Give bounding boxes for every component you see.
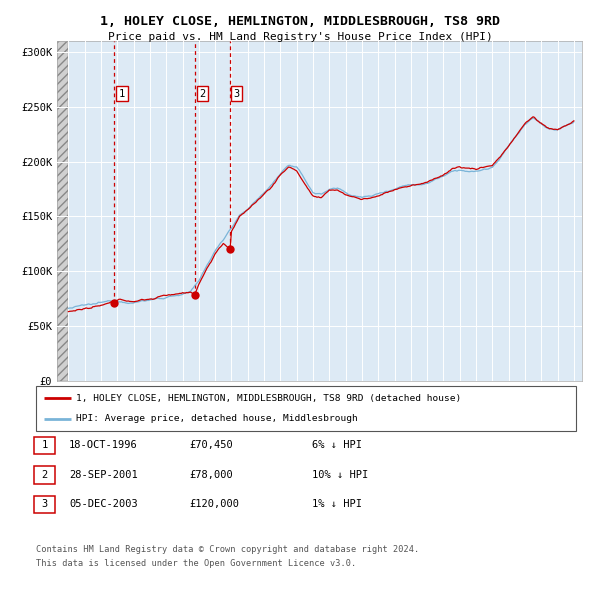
FancyBboxPatch shape xyxy=(34,496,55,513)
Text: 1: 1 xyxy=(119,89,125,99)
Text: £78,000: £78,000 xyxy=(189,470,233,480)
Text: Contains HM Land Registry data © Crown copyright and database right 2024.: Contains HM Land Registry data © Crown c… xyxy=(36,545,419,555)
Bar xyxy=(57,41,68,381)
Text: HPI: Average price, detached house, Middlesbrough: HPI: Average price, detached house, Midd… xyxy=(77,414,358,423)
Text: Price paid vs. HM Land Registry's House Price Index (HPI): Price paid vs. HM Land Registry's House … xyxy=(107,32,493,42)
Text: 18-OCT-1996: 18-OCT-1996 xyxy=(69,441,138,450)
Text: 1, HOLEY CLOSE, HEMLINGTON, MIDDLESBROUGH, TS8 9RD (detached house): 1, HOLEY CLOSE, HEMLINGTON, MIDDLESBROUG… xyxy=(77,394,462,403)
Text: £70,450: £70,450 xyxy=(189,441,233,450)
Text: 10% ↓ HPI: 10% ↓ HPI xyxy=(312,470,368,480)
Text: 1% ↓ HPI: 1% ↓ HPI xyxy=(312,500,362,509)
Text: 28-SEP-2001: 28-SEP-2001 xyxy=(69,470,138,480)
Text: £120,000: £120,000 xyxy=(189,500,239,509)
FancyBboxPatch shape xyxy=(34,466,55,484)
Text: 2: 2 xyxy=(41,470,47,480)
Text: 2: 2 xyxy=(200,89,206,99)
FancyBboxPatch shape xyxy=(34,437,55,454)
Text: 3: 3 xyxy=(41,500,47,509)
Text: This data is licensed under the Open Government Licence v3.0.: This data is licensed under the Open Gov… xyxy=(36,559,356,568)
FancyBboxPatch shape xyxy=(36,386,576,431)
Text: 1: 1 xyxy=(41,441,47,450)
Text: 05-DEC-2003: 05-DEC-2003 xyxy=(69,500,138,509)
Text: 6% ↓ HPI: 6% ↓ HPI xyxy=(312,441,362,450)
Text: 3: 3 xyxy=(233,89,240,99)
Text: 1, HOLEY CLOSE, HEMLINGTON, MIDDLESBROUGH, TS8 9RD: 1, HOLEY CLOSE, HEMLINGTON, MIDDLESBROUG… xyxy=(100,15,500,28)
